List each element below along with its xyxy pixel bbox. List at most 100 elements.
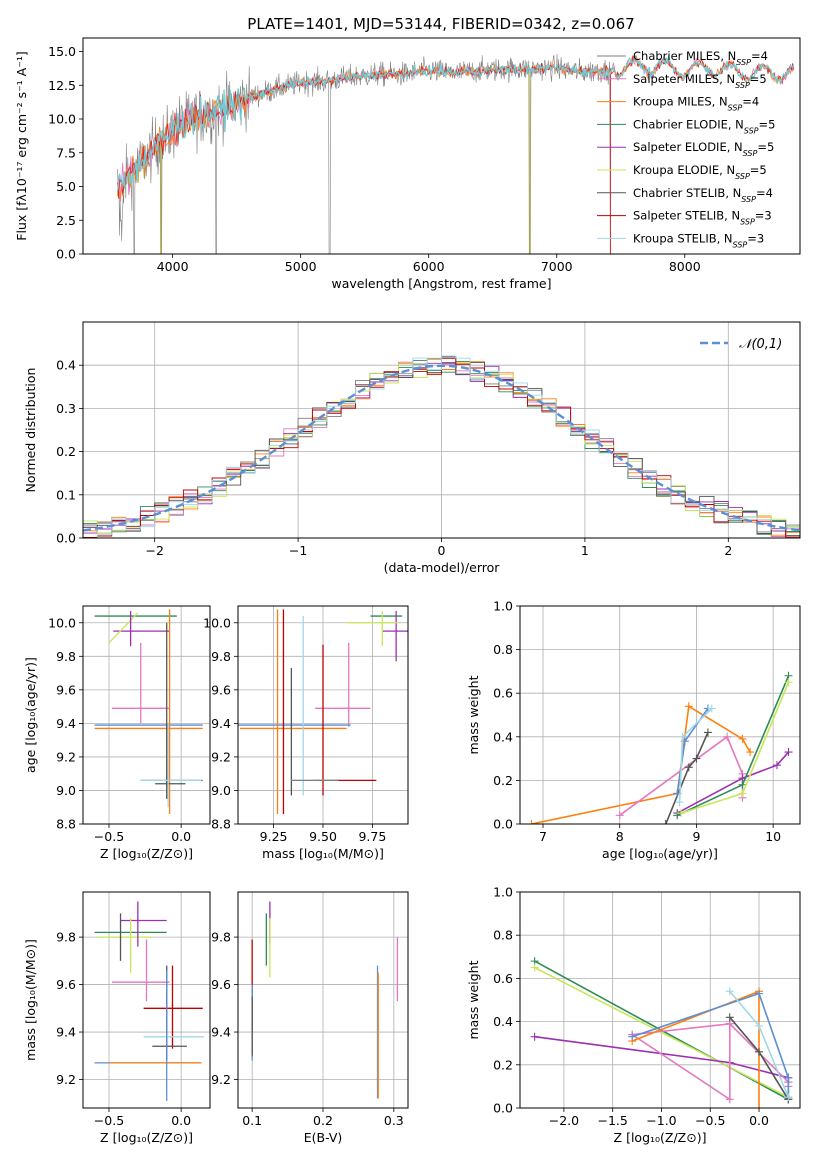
- weight-marker: [530, 963, 539, 972]
- spectrum-data-line: [117, 53, 611, 254]
- weight-marker: [725, 987, 734, 996]
- x-tick-label: 0.0: [749, 1113, 769, 1128]
- weight-line: [631, 992, 790, 1098]
- x-tick-label: −0.5: [94, 829, 124, 844]
- y-tick-label: 0.2: [493, 1057, 513, 1072]
- x-tick-label: −0.5: [695, 1113, 725, 1128]
- y-tick-label: 9.4: [56, 1025, 76, 1040]
- x-tick-label: 0.0: [171, 829, 191, 844]
- axes-frame: [82, 37, 801, 255]
- panel-age-vs-mass: 9.25 9.50 9.75 8.8 9.0 9.2 9.4 9.6 9.8 10.0 mass […: [203, 605, 409, 861]
- legend-entry: Salpeter MILES, NSSP=5: [633, 72, 767, 90]
- y-tick-label: 0.0: [493, 817, 513, 832]
- y-tick-label: 8.8: [211, 817, 231, 832]
- weight-marker: [675, 798, 684, 807]
- weight-line: [676, 675, 790, 817]
- weight-marker: [725, 1013, 734, 1022]
- chart-layer: 4000 5000 6000 7000 80000.02.55.07.510.012.5…: [14, 37, 801, 1145]
- y-tick-label: 10.0: [48, 112, 76, 127]
- errorbar: [108, 612, 139, 644]
- plot-area: [238, 609, 408, 814]
- x-tick-label: 2: [724, 543, 732, 558]
- y-tick-label: 9.8: [211, 649, 231, 664]
- y-tick-label: 9.0: [56, 783, 76, 798]
- y-tick-label: 9.4: [211, 1025, 231, 1040]
- y-tick-label: 0.6: [493, 686, 513, 701]
- x-axis-label: Z [log₁₀(Z/Z⊙)]: [100, 1130, 193, 1145]
- spectrum-model-line: [117, 54, 795, 192]
- x-axis-label: Z [log₁₀(Z/Z⊙)]: [100, 846, 193, 861]
- y-axis-label: mass weight: [466, 960, 481, 1039]
- y-axis-label: Flux [fλ10⁻¹⁷ erg cm⁻² s⁻¹ A⁻¹]: [14, 51, 29, 240]
- legend-entry: Kroupa MILES, NSSP=4: [633, 95, 759, 113]
- legend-entry: Chabrier MILES, NSSP=4: [633, 49, 768, 67]
- y-tick-label: 12.5: [48, 78, 76, 93]
- y-tick-label: 9.2: [211, 749, 231, 764]
- weight-marker: [615, 811, 624, 820]
- panel-residual-histogram: −2 −1 0 1 2 0.0 0.1 0.2 0.3 0.4 (data-model)/error…: [23, 321, 801, 575]
- weight-marker: [784, 748, 793, 757]
- weight-line: [531, 704, 751, 824]
- y-tick-label: 0.0: [56, 247, 76, 262]
- weight-marker: [692, 754, 701, 763]
- legend-entry: Kroupa ELODIE, NSSP=5: [633, 163, 767, 181]
- weight-marker: [530, 1032, 539, 1041]
- y-tick-label: 0.4: [493, 1014, 513, 1029]
- y-tick-label: 2.5: [56, 213, 76, 228]
- weight-line: [680, 681, 790, 814]
- weight-line: [678, 707, 713, 803]
- weight-marker: [527, 820, 536, 824]
- x-tick-label: 9.25: [260, 829, 288, 844]
- x-tick-label: 9.75: [358, 829, 386, 844]
- weight-marker: [755, 989, 764, 998]
- y-tick-label: 10.0: [48, 615, 76, 630]
- y-tick-label: 9.4: [56, 716, 76, 731]
- weight-marker: [738, 734, 747, 743]
- panel-mass-vs-EBV: 0.1 0.2 0.3 9.2 9.4 9.6 9.8 E(B-V): [211, 891, 409, 1145]
- y-tick-label: 0.3: [56, 401, 76, 416]
- weight-marker: [738, 789, 747, 798]
- y-axis-label: age [log₁₀(age/yr)]: [23, 657, 38, 773]
- x-tick-label: 5000: [285, 259, 317, 274]
- y-tick-label: 1.0: [493, 885, 513, 900]
- x-tick-label: 0.1: [242, 1113, 262, 1128]
- plot-area: [83, 355, 800, 538]
- panel-mass-weight-vs-Z: −2.0 −1.5 −1.0 −0.5 0.0 0.0 0.2 0.4 0.6 0.8 1.0 Z […: [466, 885, 801, 1145]
- y-tick-label: 5.0: [56, 179, 76, 194]
- x-tick-label: 4000: [157, 259, 189, 274]
- weight-marker: [677, 809, 686, 818]
- panel-spectrum: 4000 5000 6000 7000 8000 0.0 2.5 5.0 7.5 10.0 12.5…: [14, 37, 801, 291]
- y-tick-label: 0.0: [493, 1101, 513, 1116]
- x-tick-label: 8000: [669, 259, 701, 274]
- weight-marker: [684, 763, 693, 772]
- weight-marker: [755, 1021, 764, 1030]
- y-tick-label: 9.2: [56, 1072, 76, 1087]
- x-tick-label: −2: [145, 543, 163, 558]
- y-tick-label: 9.8: [56, 649, 76, 664]
- x-tick-label: 6000: [413, 259, 445, 274]
- spectrum-model-line: [117, 55, 794, 199]
- x-axis-label: wavelength [Angstrom, rest frame]: [331, 276, 551, 291]
- plot-area: [527, 671, 793, 824]
- panel-mass-weight-vs-age: 7 8 9 10 0.0 0.2 0.4 0.6 0.8 1.0 age [log₁₀(age/yr…: [466, 599, 801, 861]
- x-axis-label: Z [log₁₀(Z/Z⊙)]: [614, 1130, 707, 1145]
- y-tick-label: 8.8: [56, 817, 76, 832]
- weight-marker: [684, 702, 693, 711]
- axes-frame: [237, 891, 409, 1109]
- legend-entry: Chabrier ELODIE, NSSP=5: [633, 117, 775, 135]
- x-tick-label: 1: [581, 543, 589, 558]
- x-tick-label: −1.0: [646, 1113, 676, 1128]
- panel-age-vs-Z: −0.5 0.0 8.8 9.0 9.2 9.4 9.6 9.8 10.0 Z [log₁₀(Z/…: [23, 605, 211, 861]
- legend-entry: Salpeter STELIB, NSSP=3: [633, 209, 772, 227]
- y-tick-label: 0.8: [493, 928, 513, 943]
- y-axis-label: Normed distribution: [23, 368, 38, 493]
- x-tick-label: 7: [539, 829, 547, 844]
- x-axis-label: age [log₁₀(age/yr)]: [602, 846, 718, 861]
- y-tick-label: 9.8: [211, 930, 231, 945]
- y-axis-label: mass [log₁₀(M/M⊙)]: [23, 939, 38, 1061]
- x-tick-label: −0.5: [94, 1113, 124, 1128]
- weight-marker: [784, 1093, 793, 1102]
- weight-marker: [723, 732, 732, 741]
- weight-line: [676, 751, 790, 814]
